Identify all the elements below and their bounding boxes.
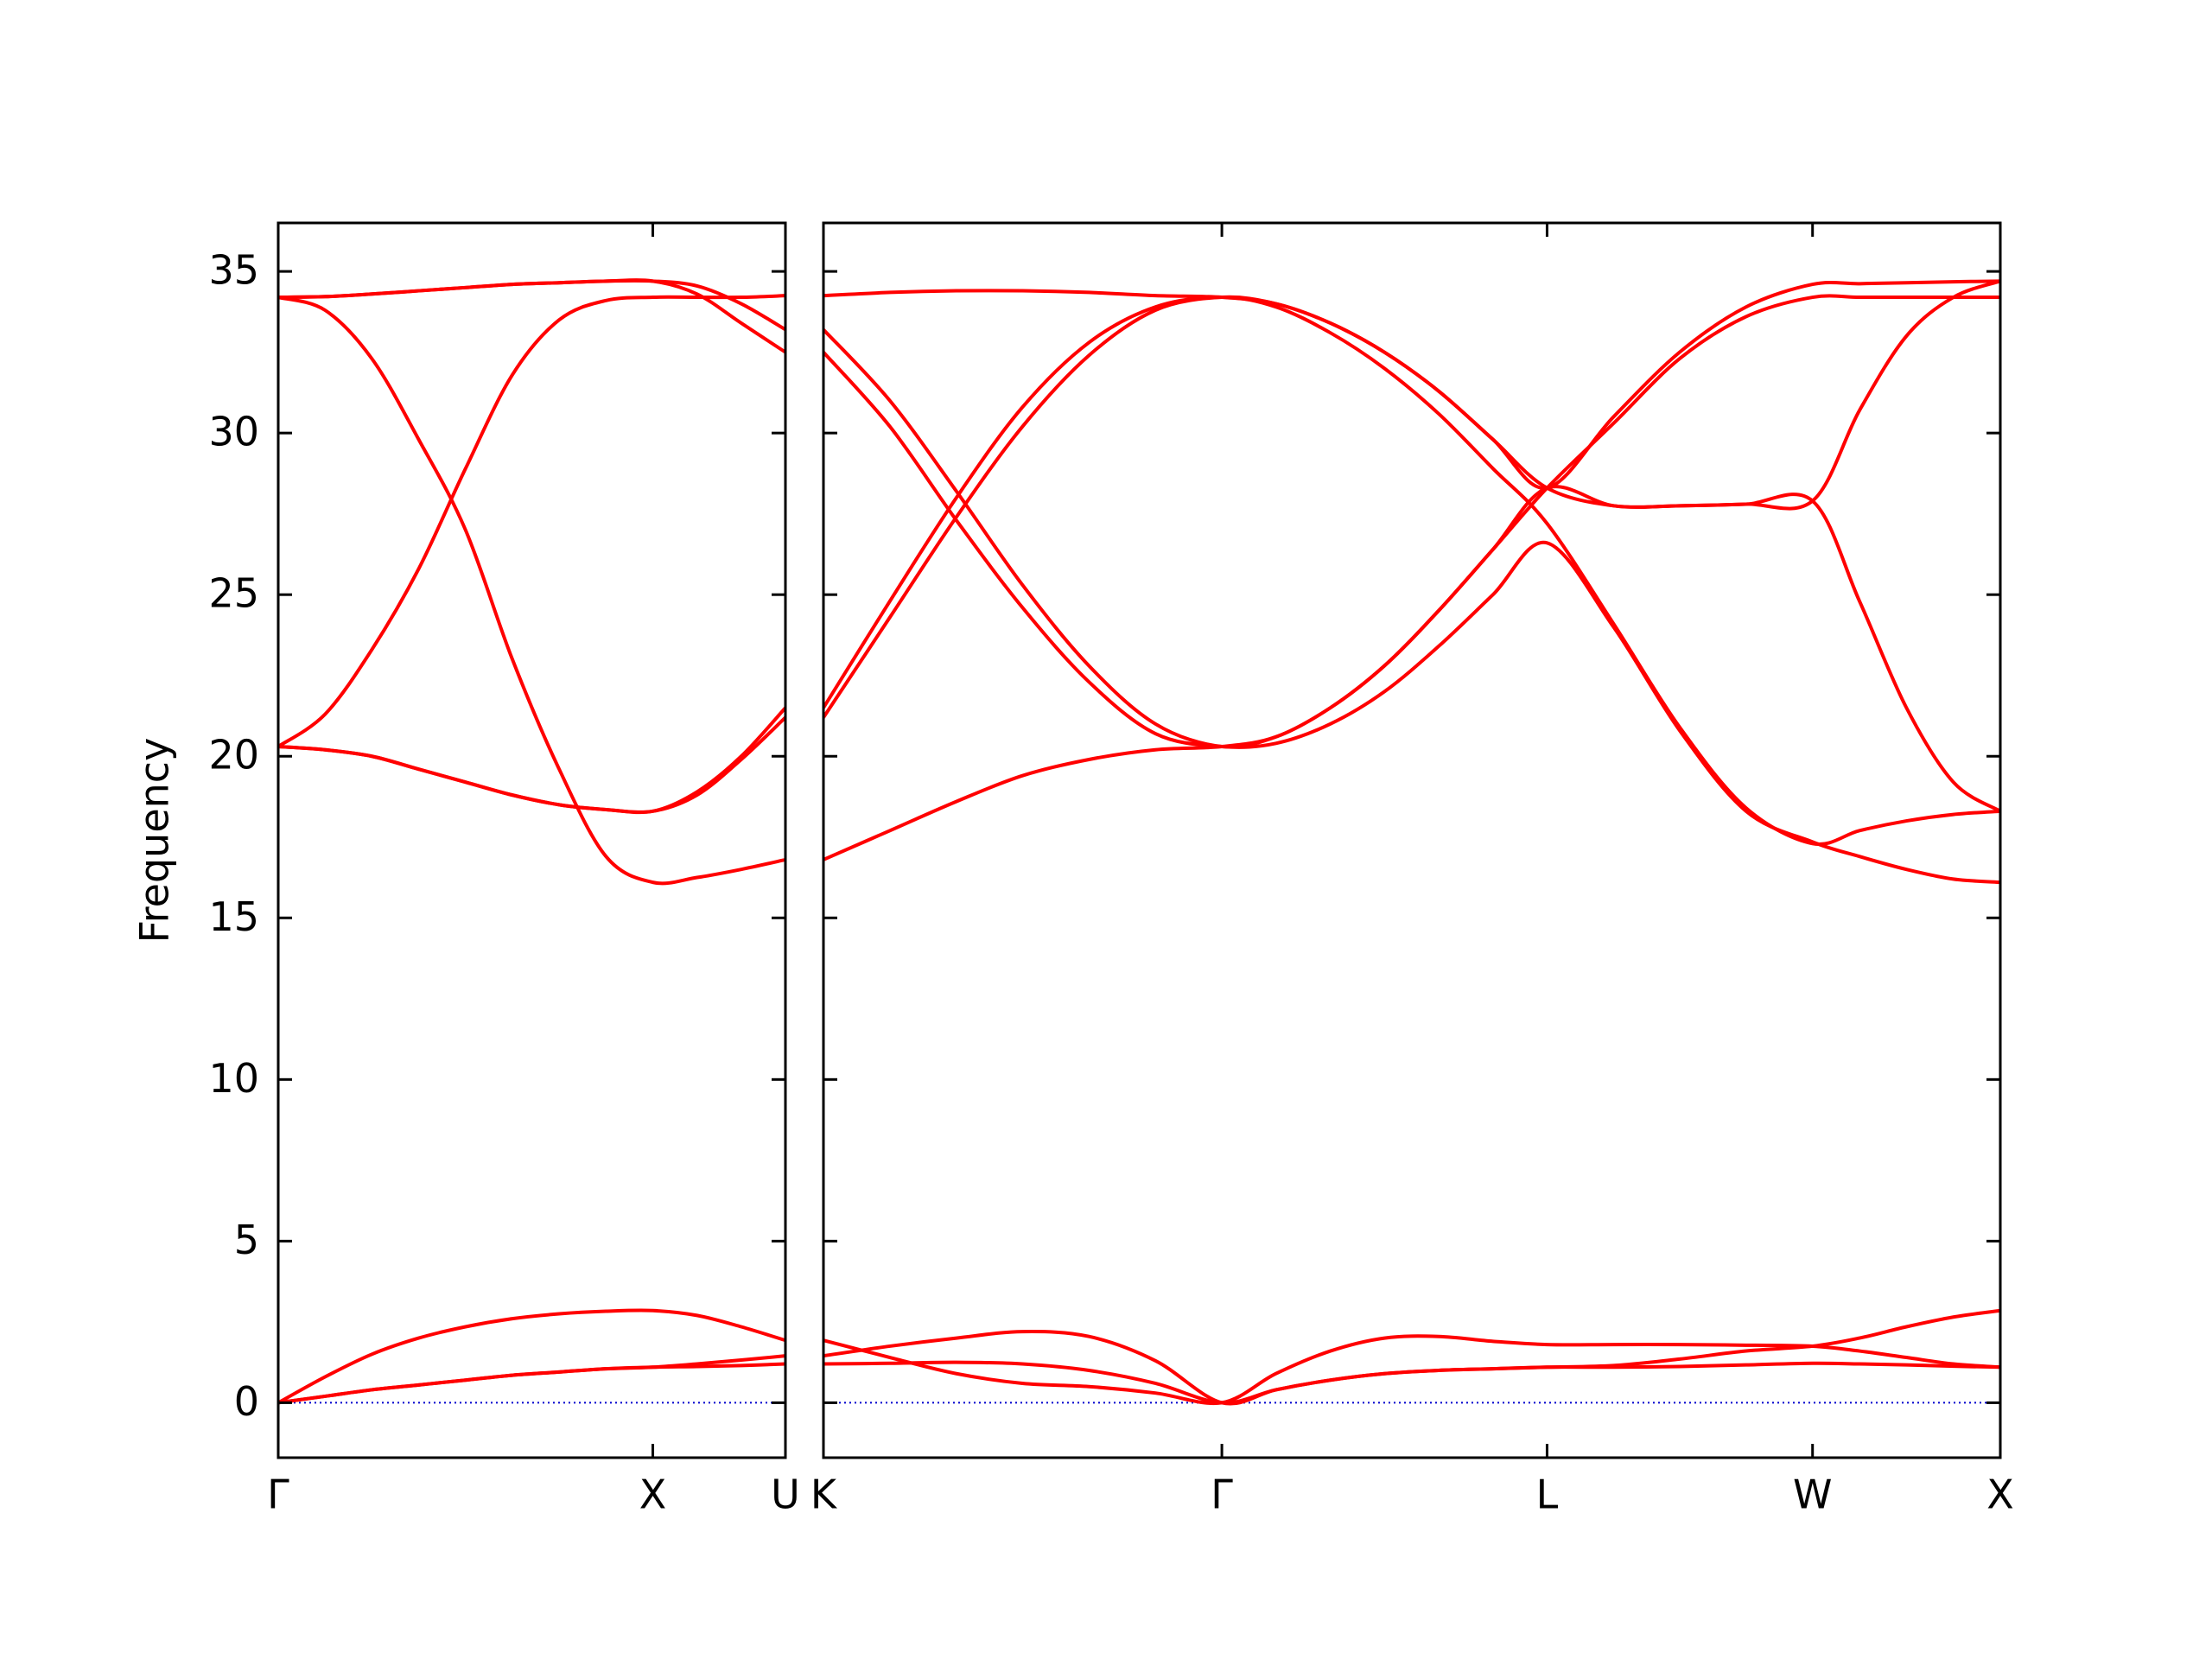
y-tick-label: 25 [208, 570, 259, 617]
band-line [823, 1308, 2001, 1406]
x-tick-label: K [810, 1471, 838, 1518]
x-tick-label: Γ [267, 1471, 289, 1518]
plot-frame [276, 221, 787, 1459]
band-line [823, 485, 2002, 861]
band-line [822, 351, 2001, 885]
band-line [823, 1360, 2001, 1405]
band-line [277, 1354, 786, 1405]
y-tick-label: 5 [234, 1217, 259, 1263]
y-tick-label: 15 [208, 893, 259, 940]
x-tick-label: Γ [1211, 1471, 1233, 1518]
plot-frame [822, 221, 2002, 1459]
y-axis-label: Frequency [131, 738, 178, 944]
band-line [277, 1308, 786, 1405]
x-tick-label: X [1986, 1471, 2014, 1518]
y-tick-label: 0 [234, 1378, 259, 1425]
y-tick-label: 20 [208, 732, 259, 779]
band-line [823, 1334, 2001, 1406]
y-tick-label: 10 [208, 1055, 259, 1102]
band-line [277, 296, 786, 886]
band-line [277, 706, 787, 815]
band-line [276, 294, 786, 748]
band-line [822, 279, 2001, 719]
y-tick-label: 35 [208, 247, 259, 294]
band-line [822, 294, 2000, 749]
x-tick-label: L [1536, 1471, 1559, 1518]
band-line [277, 715, 787, 814]
band-line [277, 1362, 786, 1405]
x-tick-label: U [771, 1471, 800, 1518]
band-line [277, 278, 787, 332]
x-tick-label: X [639, 1471, 667, 1518]
band-line [822, 296, 2001, 847]
y-tick-label: 30 [208, 409, 259, 455]
x-tick-label: W [1793, 1471, 1832, 1518]
